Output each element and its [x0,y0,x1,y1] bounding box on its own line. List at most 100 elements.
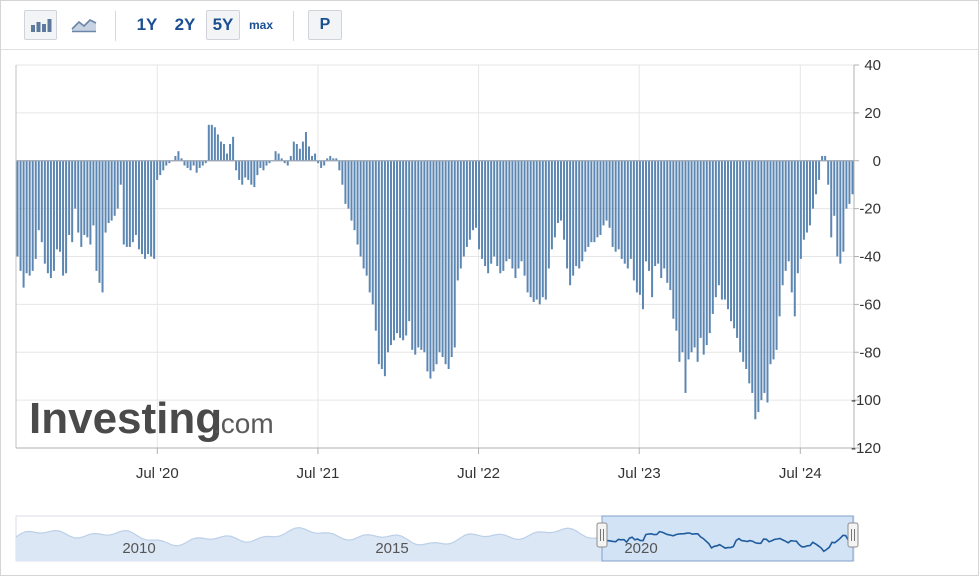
bar [523,160,526,276]
bar [471,160,474,231]
bar [165,160,168,166]
bar [265,160,268,166]
bar [723,160,726,300]
bar [462,160,465,257]
bar [134,160,137,235]
bar [362,160,365,269]
bar [726,160,729,310]
bar [529,160,532,298]
bar [508,160,511,259]
bar [511,160,514,269]
bar [544,160,547,300]
bar [326,158,329,161]
bar [408,160,411,322]
bar [845,160,848,209]
range-2y-button[interactable]: 2Y [174,15,196,34]
bar [374,160,377,331]
bar [848,160,851,204]
x-tick-label: Jul '23 [618,465,661,482]
bar [241,160,244,185]
x-tick-label: Jul '24 [779,465,822,482]
bar [739,160,742,353]
chart-toolbar: 1Y 2Y 5Y max P [1,1,978,50]
navigator-year-2020: 2020 [624,540,657,557]
bar [216,134,219,161]
bar [538,160,541,305]
bar [717,160,720,286]
bar [43,160,46,264]
bar [499,160,502,274]
navigator[interactable]: 2010 2015 2020 [15,515,859,562]
range-max-button[interactable]: max [248,18,274,32]
bar [587,160,590,247]
navigator-area [16,527,602,561]
navigator-right-handle[interactable] [847,522,859,548]
bar [830,160,833,238]
period-button[interactable]: P [308,10,342,40]
bar [821,155,824,161]
bar [487,160,490,274]
bar [262,160,265,171]
bar [389,160,392,346]
bar [259,160,262,168]
bar [386,160,389,353]
bar [766,160,769,403]
bar [289,155,292,161]
bar [304,132,307,161]
bar [578,160,581,269]
bar [775,160,778,350]
bar [851,160,854,195]
bar [71,160,74,243]
bar [690,160,693,353]
range-5y-button[interactable]: 5Y [206,10,240,40]
bar-chart-icon[interactable] [24,10,57,40]
bar [365,160,368,276]
bar [226,153,229,161]
bar [298,148,301,161]
bar [468,160,471,240]
bar [286,160,289,166]
bar [314,153,317,161]
toolbar-separator [115,11,116,41]
bar [459,160,462,269]
bar [632,160,635,281]
bar [635,160,638,293]
bar [128,160,131,247]
bar [614,160,617,252]
bar [839,160,842,264]
x-tick-label: Jul '20 [136,465,179,482]
bar [569,160,572,286]
bar [250,160,253,185]
chart-svg: 40 20 0 -20 -40 -60 -80 -100 -120 Jul '20 Jul '21… [15,57,881,562]
bar [836,160,839,257]
bar [532,160,535,302]
bar [65,160,68,274]
bar [626,160,629,269]
bar [95,160,98,271]
bar [113,160,116,216]
bar [784,160,787,271]
bar [183,160,186,166]
bar [441,160,444,358]
bar [80,160,83,247]
bar [502,160,505,271]
bar [435,160,438,365]
bar [235,160,238,171]
bar [341,160,344,185]
bar [180,158,183,161]
navigator-left-handle[interactable] [596,522,608,548]
area-chart-icon[interactable] [67,10,100,40]
bar [420,160,423,350]
bar [526,160,529,293]
bar [584,160,587,252]
bar [541,160,544,298]
bar [159,160,162,176]
bar [368,160,371,293]
bar [207,124,210,161]
bar [742,160,745,362]
range-1y-button[interactable]: 1Y [136,15,158,34]
bar [429,160,432,379]
bar [602,160,605,226]
bar [444,160,447,365]
